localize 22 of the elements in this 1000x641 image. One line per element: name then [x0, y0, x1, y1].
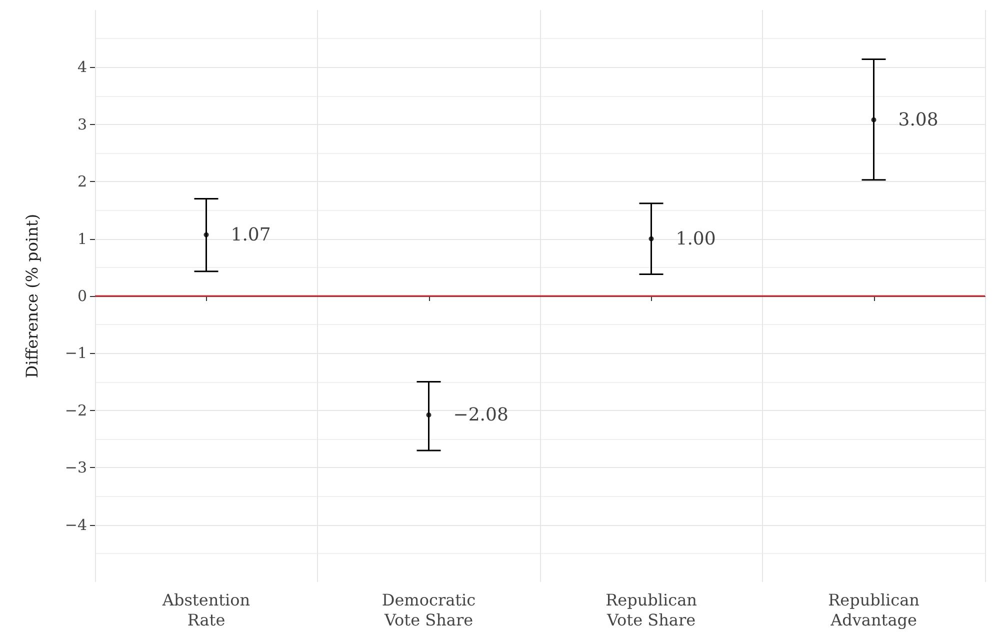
x-tick-label: Democratic Vote Share: [382, 590, 476, 630]
y-tick-label: −2: [64, 401, 87, 420]
x-tick-label: Republican Advantage: [828, 590, 920, 630]
y-axis-title: Difference (% point): [22, 214, 42, 378]
x-tick-label: Republican Vote Share: [606, 590, 697, 630]
y-tick-label: 2: [77, 172, 87, 191]
point: [204, 232, 209, 238]
y-tick-label: 3: [77, 115, 87, 134]
data-label: 1.00: [676, 228, 716, 250]
y-tick-label: 1: [77, 230, 87, 248]
y-tick-label: −3: [64, 458, 87, 477]
point: [426, 412, 432, 418]
y-tick-label: −4: [64, 516, 87, 534]
point: [871, 117, 876, 122]
y-tick-label: −1: [64, 344, 87, 362]
data-label: −2.08: [453, 404, 508, 426]
y-tick-label: 0: [77, 287, 87, 305]
data-label: 1.07: [230, 224, 271, 246]
x-tick-label: Abstention Rate: [161, 590, 250, 630]
data-label: 3.08: [898, 109, 938, 130]
point: [648, 236, 654, 242]
y-tick-label: 4: [77, 58, 87, 76]
